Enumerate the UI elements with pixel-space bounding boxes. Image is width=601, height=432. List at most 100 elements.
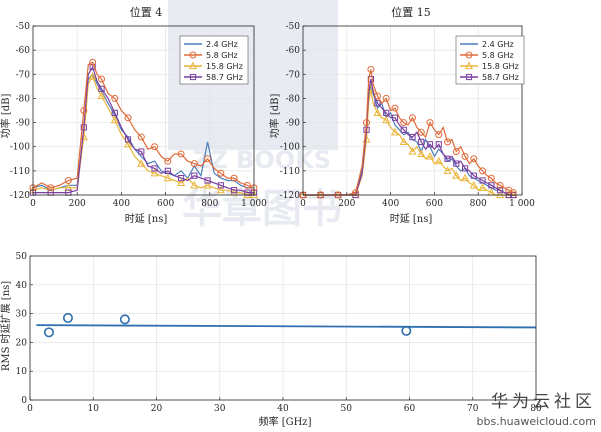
x-tick-label: 600 [157, 199, 174, 209]
legend-marker [464, 61, 474, 70]
x-tick-label: 80 [530, 404, 542, 414]
data-point-marker [367, 65, 375, 73]
data-point-marker [487, 174, 495, 182]
data-point-marker [426, 141, 434, 148]
data-point-marker [164, 167, 171, 174]
y-tick-label: -100 [10, 143, 30, 153]
data-point-marker [363, 119, 371, 127]
legend-label: 58.7 GHz [206, 73, 243, 82]
data-point-marker [80, 107, 88, 114]
data-point-marker [434, 156, 443, 165]
x-tick-label: 400 [382, 199, 399, 209]
data-point-marker [425, 151, 435, 160]
data-point-marker [243, 181, 251, 189]
data-point-marker [217, 169, 225, 177]
data-point-marker [443, 166, 452, 174]
data-point-marker [151, 165, 158, 172]
data-point-marker [417, 149, 426, 158]
data-point-marker [217, 182, 224, 189]
y-tick-label: -60 [286, 46, 301, 56]
data-point-marker [509, 189, 517, 197]
legend-marker [188, 61, 198, 70]
chart-title: 位置 4 [130, 5, 163, 19]
y-tick-label: -50 [16, 22, 31, 32]
x-tick-label: 1 000 [241, 199, 267, 209]
x-tick-label: 20 [151, 404, 163, 414]
x-tick-label: 400 [113, 199, 130, 209]
data-point-marker [400, 119, 408, 127]
y-tick-labels: 0 10 20 30 40 50 [16, 252, 33, 406]
data-point-marker [111, 94, 119, 102]
y-tick-label: -70 [16, 70, 31, 80]
y-axis-label: 功率 [dB] [268, 94, 281, 139]
data-point-marker [382, 115, 391, 124]
y-tick-label: 0 [21, 396, 27, 406]
y-axis-label: RMS 时延扩展 [ns] [0, 281, 12, 371]
x-tick-label: 800 [201, 199, 218, 209]
watermark-publisher: 华章图书 [182, 186, 342, 232]
x-axis-label: 时延 [ns] [390, 213, 433, 225]
x-tick-label: 60 [404, 404, 416, 414]
data-point-marker [190, 180, 199, 189]
plot-frame [32, 25, 255, 196]
site-watermark-url: bbs.huaweicloud.com [477, 415, 596, 428]
data-point-marker [374, 100, 381, 107]
y-tick-label: -110 [280, 167, 300, 177]
data-point [119, 314, 130, 325]
data-point-marker [97, 91, 106, 100]
data-point-marker [391, 104, 399, 112]
x-tick-label: 200 [69, 199, 86, 209]
data-point-marker [137, 133, 145, 141]
data-point-marker [435, 141, 442, 148]
x-axis-label: 时延 [ns] [125, 213, 168, 225]
data-point-marker [204, 155, 212, 163]
legend-marker [189, 51, 197, 59]
data-point-marker [203, 180, 212, 189]
x-tick-label: 70 [467, 404, 479, 414]
data-point-marker [496, 181, 504, 189]
chart-position-15: 位置 15 -50 -60 -70 -80 -90 -100 -110 -120 0 200 40… [268, 5, 535, 225]
data-point [62, 312, 73, 323]
legend-label: 2.4 GHz [482, 40, 514, 49]
data-point-marker [204, 177, 211, 184]
series-lines [36, 312, 537, 338]
data-point-marker [382, 94, 390, 102]
x-tick-label: 600 [426, 199, 443, 209]
data-point-marker [409, 114, 416, 122]
data-point [43, 327, 54, 338]
series-lines [298, 65, 518, 199]
data-point-marker [435, 131, 443, 139]
y-tick-label: -70 [286, 70, 301, 80]
data-point-marker [391, 114, 399, 121]
data-point-marker [461, 165, 469, 172]
plot-frame [302, 25, 523, 196]
x-tick-label: 800 [470, 199, 487, 209]
data-point-marker [231, 187, 238, 194]
data-point-marker [88, 72, 97, 80]
data-point-marker [390, 127, 400, 136]
legend-label: 5.8 GHz [482, 51, 514, 60]
data-point-marker [177, 175, 185, 182]
data-point-marker [452, 171, 461, 179]
data-point-marker [444, 138, 452, 146]
legend-label: 2.4 GHz [206, 40, 238, 49]
y-tick-label: -110 [10, 167, 30, 177]
data-point-marker [478, 183, 487, 191]
x-tick-label: 0 [27, 404, 33, 414]
y-tick-label: 40 [16, 281, 28, 291]
data-point-marker [124, 114, 132, 122]
data-point-marker [123, 139, 133, 148]
site-watermark: 华为云社区 bbs.huaweicloud.com [477, 392, 596, 428]
data-point-marker [150, 168, 159, 177]
data-point-marker [177, 178, 186, 187]
y-tick-label: 20 [16, 338, 28, 348]
series-line-5-8-GHz [32, 61, 255, 189]
legend-label: 15.8 GHz [482, 62, 519, 71]
data-point-marker [216, 185, 225, 194]
data-point-marker [479, 177, 486, 184]
y-tick-label: -80 [16, 94, 31, 104]
legend: 2.4 GHz 5.8 GHz 15.8 GHz 58.7 GHz [179, 35, 249, 85]
data-point-marker [373, 108, 382, 117]
fit-line [36, 324, 537, 329]
y-tick-label: -90 [16, 119, 31, 129]
